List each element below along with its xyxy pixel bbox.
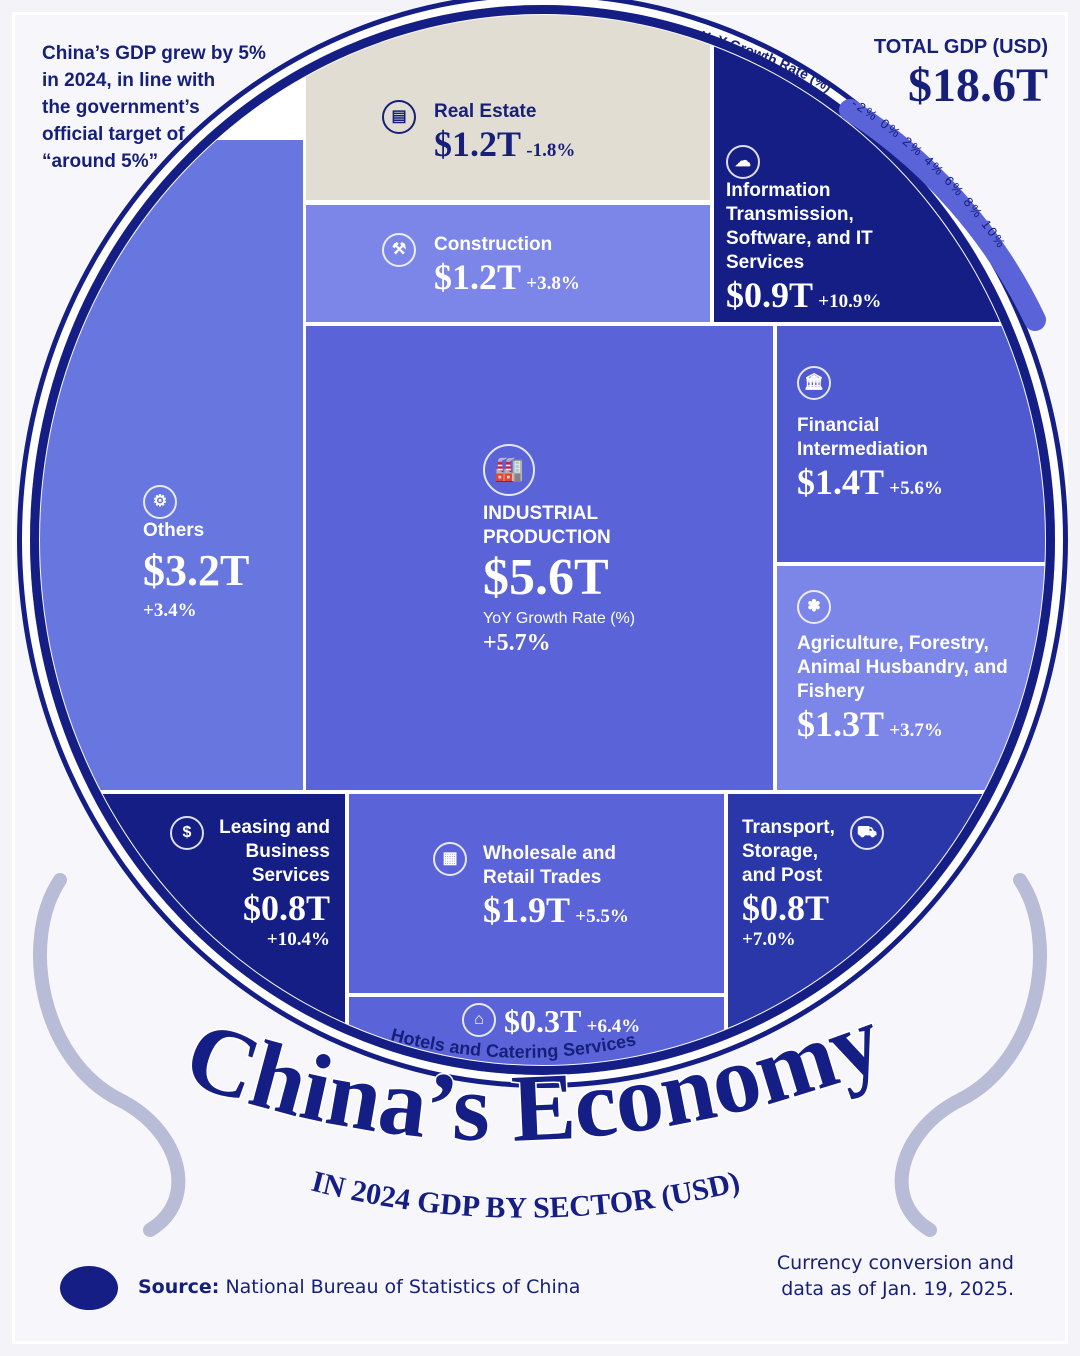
growth-note: China’s GDP grew by 5% in 2024, in line … (42, 40, 266, 175)
total-gdp-value: $18.6T (907, 59, 1048, 112)
asof-line: Currency conversion and (776, 1252, 1014, 1274)
legend-title: YoY Growth Rate (%) (699, 27, 834, 94)
legend-color-bar (839, 99, 1046, 331)
chart-subtitle: IN 2024 GDP BY SECTOR (USD) (308, 1165, 743, 1225)
total-gdp-label: TOTAL GDP (USD) (873, 36, 1048, 58)
note-line: in 2024, in line with (42, 70, 216, 91)
source-note: Source: National Bureau of Statistics of… (138, 1276, 580, 1298)
note-line: the government’s (42, 97, 200, 118)
source-label: Source: (138, 1276, 220, 1298)
asof-line: data as of Jan. 19, 2025. (781, 1278, 1014, 1300)
note-line: China’s GDP grew by 5% (42, 43, 266, 64)
source-text: National Bureau of Statistics of China (225, 1276, 581, 1298)
data-date-note: Currency conversion and data as of Jan. 1… (777, 1250, 1014, 1302)
scroll-ornament-right (894, 873, 1047, 1237)
visual-capitalist-logo (60, 1266, 118, 1310)
circular-border (30, 5, 1055, 1075)
total-gdp: TOTAL GDP (USD) $18.6T (874, 36, 1048, 113)
note-line: official target of (42, 124, 185, 145)
note-line: “around 5%” (42, 151, 159, 172)
scroll-ornament-left (33, 873, 186, 1237)
chart-title: China’s Economy (173, 984, 895, 1162)
